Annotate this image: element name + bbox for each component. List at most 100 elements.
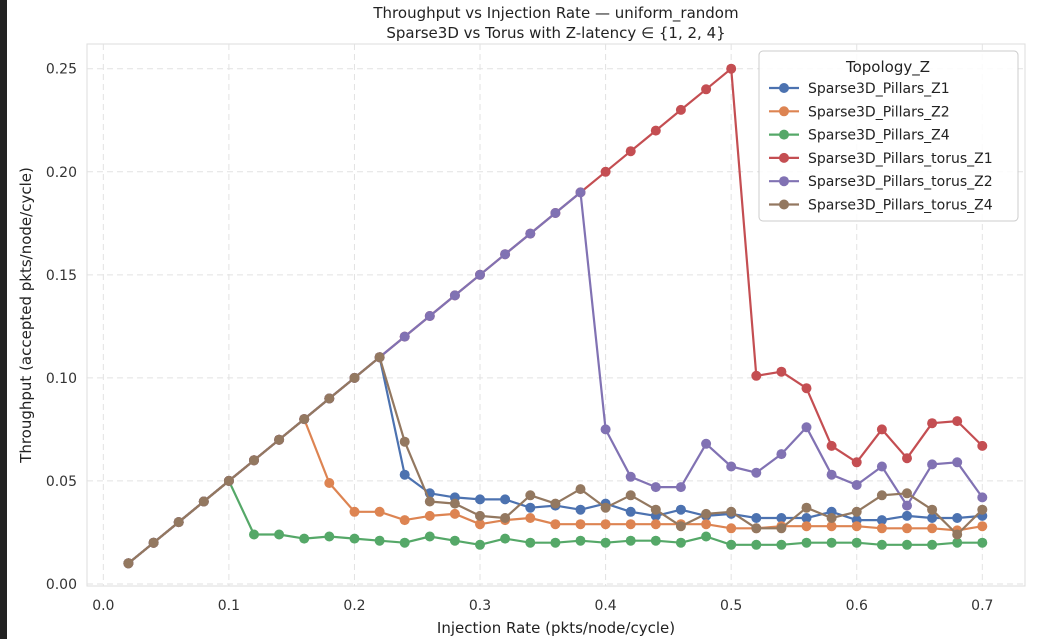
y-tick-label: 0.20 xyxy=(46,165,77,181)
data-point xyxy=(851,480,862,490)
data-point xyxy=(374,506,385,517)
tick-labels: 0.0 0.1 0.2 0.3 0.4 0.5 0.6 0.7 0.00 0.05 0.10 0.15… xyxy=(46,62,994,614)
data-point xyxy=(249,529,259,540)
data-point xyxy=(399,436,410,447)
data-point xyxy=(600,502,611,513)
x-tick-label: 0.1 xyxy=(218,598,240,614)
data-point xyxy=(349,372,360,383)
data-point xyxy=(952,537,963,548)
data-point xyxy=(525,537,536,548)
data-point xyxy=(650,504,661,515)
data-point xyxy=(650,535,661,546)
data-point xyxy=(625,471,636,482)
data-point xyxy=(876,515,887,526)
legend-label: Sparse3D_Pillars_Z2 xyxy=(808,104,950,120)
y-tick-label: 0.25 xyxy=(46,62,77,78)
data-point xyxy=(249,455,259,466)
legend-item: Sparse3D_Pillars_Z2 xyxy=(769,104,950,120)
data-point xyxy=(902,488,912,499)
data-point xyxy=(977,537,988,548)
data-point xyxy=(675,521,686,532)
data-point xyxy=(902,453,912,464)
data-point xyxy=(675,482,686,493)
data-point xyxy=(876,490,887,501)
data-point xyxy=(324,393,335,404)
data-point xyxy=(751,539,762,550)
data-point xyxy=(399,515,410,526)
legend-item: Sparse3D_Pillars_torus_Z2 xyxy=(769,174,993,190)
legend-marker xyxy=(779,83,789,93)
data-point xyxy=(449,535,460,546)
data-point xyxy=(675,504,686,515)
data-point xyxy=(600,424,611,435)
data-point xyxy=(324,531,335,542)
data-point xyxy=(399,331,410,342)
data-point xyxy=(952,457,963,468)
data-point xyxy=(776,449,787,460)
data-point xyxy=(801,383,812,394)
data-point xyxy=(826,513,837,523)
data-point xyxy=(902,523,912,534)
data-point xyxy=(902,539,912,550)
data-point xyxy=(701,519,712,530)
data-point xyxy=(500,494,511,505)
data-point xyxy=(475,510,485,521)
data-point xyxy=(449,508,460,519)
data-point xyxy=(801,502,812,513)
x-tick-label: 0.3 xyxy=(469,598,491,614)
data-point xyxy=(575,484,586,495)
data-point xyxy=(952,416,963,427)
data-point xyxy=(550,208,561,218)
data-point xyxy=(977,492,988,503)
data-point xyxy=(952,513,963,523)
chart-figure: Throughput vs Injection Rate — uniform_r… xyxy=(7,0,1038,639)
data-point xyxy=(223,475,234,486)
data-point xyxy=(500,249,511,260)
data-point xyxy=(902,500,912,511)
legend-marker xyxy=(779,129,789,140)
data-point xyxy=(801,422,812,433)
data-point xyxy=(826,440,837,451)
data-point xyxy=(299,414,310,425)
data-point xyxy=(274,434,285,445)
y-tick-label: 0.15 xyxy=(46,268,77,284)
y-tick-label: 0.00 xyxy=(46,577,77,593)
data-point xyxy=(173,517,184,528)
data-point xyxy=(550,537,561,548)
throughput-chart: Throughput vs Injection Rate — uniform_r… xyxy=(17,4,1026,637)
x-axis-label: Injection Rate (pkts/node/cycle) xyxy=(437,619,675,637)
data-point xyxy=(751,467,762,478)
data-point xyxy=(600,537,611,548)
x-tick-label: 0.4 xyxy=(594,598,616,614)
x-tick-label: 0.2 xyxy=(343,598,365,614)
data-point xyxy=(374,352,385,363)
data-point xyxy=(751,513,762,523)
data-point xyxy=(927,504,938,515)
data-point xyxy=(876,424,887,435)
legend-label: Sparse3D_Pillars_torus_Z2 xyxy=(808,174,993,190)
series-layer xyxy=(123,63,988,569)
data-point xyxy=(625,490,636,501)
data-point xyxy=(424,496,435,507)
data-point xyxy=(776,513,787,523)
y-tick-label: 0.10 xyxy=(46,371,77,387)
data-point xyxy=(726,523,737,534)
data-point xyxy=(851,521,862,532)
data-point xyxy=(851,506,862,517)
data-point xyxy=(525,490,536,501)
y-axis-label: Throughput (accepted pkts/node/cycle) xyxy=(17,167,35,464)
legend-item: Sparse3D_Pillars_torus_Z1 xyxy=(769,151,993,167)
legend: Topology_Z Sparse3D_Pillars_Z1 Sparse3D_P… xyxy=(758,50,1019,222)
x-tick-label: 0.6 xyxy=(846,598,868,614)
data-point xyxy=(575,519,586,530)
data-point xyxy=(625,535,636,546)
data-point xyxy=(500,513,511,523)
data-point xyxy=(726,506,737,517)
data-point xyxy=(550,498,561,509)
data-point xyxy=(851,457,862,468)
series-sparse3d-pillars-torus-z4 xyxy=(123,352,988,569)
data-point xyxy=(751,370,762,381)
data-point xyxy=(776,523,787,534)
data-point xyxy=(399,537,410,548)
data-point xyxy=(424,311,435,321)
